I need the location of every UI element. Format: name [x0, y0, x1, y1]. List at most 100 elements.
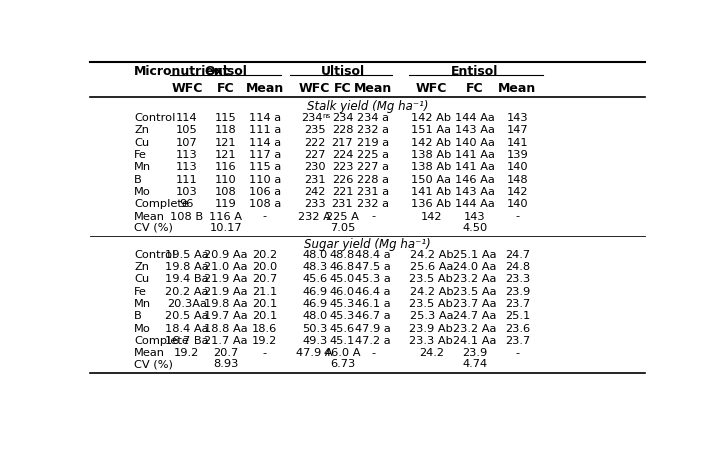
Text: 232 a: 232 a	[357, 199, 389, 209]
Text: 141 Ab: 141 Ab	[412, 187, 452, 197]
Text: 23.7 Aa: 23.7 Aa	[453, 299, 496, 309]
Text: 144 Aa: 144 Aa	[455, 199, 495, 209]
Text: 138 Ab: 138 Ab	[411, 162, 452, 172]
Text: 142: 142	[507, 187, 528, 197]
Text: 107: 107	[176, 138, 198, 147]
Text: 108 a: 108 a	[249, 199, 281, 209]
Text: 24.8: 24.8	[505, 262, 530, 272]
Text: 19.8 Aa: 19.8 Aa	[165, 262, 209, 272]
Text: 111 a: 111 a	[249, 125, 281, 135]
Text: Control: Control	[134, 113, 176, 123]
Text: 110 a: 110 a	[249, 175, 281, 185]
Text: 19.7 Aa: 19.7 Aa	[204, 311, 247, 321]
Text: Entisol: Entisol	[451, 65, 498, 78]
Text: 143 Aa: 143 Aa	[455, 187, 495, 197]
Text: 25.1: 25.1	[505, 311, 530, 321]
Text: 21.7 Aa: 21.7 Aa	[204, 336, 247, 346]
Text: 45.6: 45.6	[302, 275, 327, 284]
Text: WFC: WFC	[171, 82, 203, 95]
Text: 21.1: 21.1	[252, 287, 277, 297]
Text: Fe: Fe	[134, 287, 147, 297]
Text: 47.2 a: 47.2 a	[355, 336, 391, 346]
Text: FC: FC	[217, 82, 234, 95]
Text: 223: 223	[332, 162, 353, 172]
Text: 138 Ab: 138 Ab	[411, 150, 452, 160]
Text: 235: 235	[304, 125, 326, 135]
Text: 20.2: 20.2	[252, 250, 277, 260]
Text: 144 Aa: 144 Aa	[455, 113, 495, 123]
Text: -: -	[262, 211, 267, 221]
Text: 121: 121	[215, 138, 237, 147]
Text: 142 Ab: 142 Ab	[412, 138, 452, 147]
Text: 147: 147	[507, 125, 528, 135]
Text: 19.2: 19.2	[252, 336, 277, 346]
Text: 219 a: 219 a	[357, 138, 389, 147]
Text: Zn: Zn	[134, 125, 149, 135]
Text: Cu: Cu	[134, 275, 149, 284]
Text: 225 A: 225 A	[326, 211, 359, 221]
Text: 46.9: 46.9	[302, 299, 327, 309]
Text: CV (%): CV (%)	[134, 359, 173, 369]
Text: Complete: Complete	[134, 336, 189, 346]
Text: 23.5 Ab: 23.5 Ab	[409, 275, 453, 284]
Text: 146 Aa: 146 Aa	[455, 175, 495, 185]
Text: 114 a: 114 a	[249, 138, 281, 147]
Text: Micronutrient: Micronutrient	[134, 65, 229, 78]
Text: Stalk yield (Mg ha⁻¹): Stalk yield (Mg ha⁻¹)	[307, 100, 428, 114]
Text: Ultisol: Ultisol	[320, 65, 364, 78]
Text: 141 Aa: 141 Aa	[455, 150, 495, 160]
Text: 23.3: 23.3	[505, 275, 530, 284]
Text: 140 Aa: 140 Aa	[455, 138, 495, 147]
Text: 116 A: 116 A	[209, 211, 242, 221]
Text: 46.0 A: 46.0 A	[324, 349, 361, 358]
Text: 46.4 a: 46.4 a	[355, 287, 391, 297]
Text: 23.2 Aa: 23.2 Aa	[453, 324, 496, 334]
Text: 25.1 Aa: 25.1 Aa	[453, 250, 496, 260]
Text: 49.3: 49.3	[302, 336, 327, 346]
Text: 114 a: 114 a	[249, 113, 281, 123]
Text: Cu: Cu	[134, 138, 149, 147]
Text: 10.17: 10.17	[209, 223, 242, 233]
Text: 23.3 Ab: 23.3 Ab	[409, 336, 453, 346]
Text: 8.93: 8.93	[213, 359, 239, 369]
Text: 24.1 Aa: 24.1 Aa	[453, 336, 496, 346]
Text: 18.6: 18.6	[252, 324, 277, 334]
Text: 48.8: 48.8	[330, 250, 355, 260]
Text: 230: 230	[304, 162, 326, 172]
Text: 110: 110	[215, 175, 237, 185]
Text: 21.9 Aa: 21.9 Aa	[204, 275, 247, 284]
Text: 21.9 Aa: 21.9 Aa	[204, 287, 247, 297]
Text: 48.0: 48.0	[302, 311, 327, 321]
Text: Mean: Mean	[498, 82, 536, 95]
Text: WFC: WFC	[416, 82, 447, 95]
Text: 23.5 Aa: 23.5 Aa	[453, 287, 496, 297]
Text: 148: 148	[507, 175, 528, 185]
Text: -: -	[516, 349, 520, 358]
Text: 242: 242	[304, 187, 326, 197]
Text: 4.50: 4.50	[462, 223, 488, 233]
Text: 45.3: 45.3	[330, 311, 355, 321]
Text: 141 Aa: 141 Aa	[455, 162, 495, 172]
Text: 105: 105	[176, 125, 198, 135]
Text: 231: 231	[332, 199, 353, 209]
Text: 20.1: 20.1	[252, 299, 277, 309]
Text: 143: 143	[464, 211, 485, 221]
Text: 7.05: 7.05	[330, 223, 355, 233]
Text: 20.7: 20.7	[252, 275, 277, 284]
Text: 47.9 A: 47.9 A	[296, 349, 333, 358]
Text: 113: 113	[176, 150, 198, 160]
Text: CV (%): CV (%)	[134, 223, 173, 233]
Text: 6.73: 6.73	[330, 359, 355, 369]
Text: 45.6: 45.6	[330, 324, 355, 334]
Text: 19.8 Aa: 19.8 Aa	[204, 299, 247, 309]
Text: Mean: Mean	[134, 211, 165, 221]
Text: FC: FC	[466, 82, 483, 95]
Text: 48.3: 48.3	[302, 262, 327, 272]
Text: 142: 142	[421, 211, 442, 221]
Text: 24.0 Aa: 24.0 Aa	[453, 262, 496, 272]
Text: 19.5 Aa: 19.5 Aa	[165, 250, 209, 260]
Text: 23.9 Ab: 23.9 Ab	[409, 324, 453, 334]
Text: 23.5 Ab: 23.5 Ab	[409, 299, 453, 309]
Text: 141: 141	[507, 138, 528, 147]
Text: 150 Aa: 150 Aa	[412, 175, 452, 185]
